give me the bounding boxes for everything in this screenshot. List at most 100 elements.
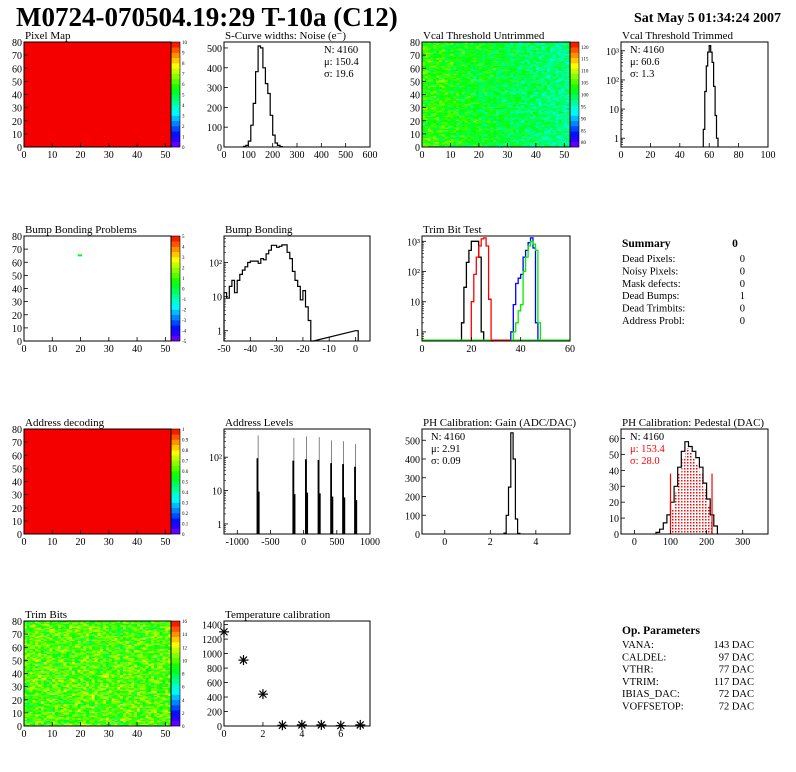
heatmap-cell <box>533 87 537 90</box>
heatmap-cell <box>493 137 497 140</box>
heatmap-cell <box>476 59 480 61</box>
heatmap-cell <box>24 714 28 716</box>
heatmap-cell <box>424 107 428 110</box>
color-scale-band <box>171 89 180 95</box>
heatmap-cell <box>473 85 477 87</box>
heatmap-cell <box>538 144 542 146</box>
heatmap-cell <box>447 48 451 51</box>
heatmap-cell <box>564 76 568 78</box>
heatmap-cell <box>513 106 517 108</box>
heatmap-cell <box>538 69 542 72</box>
heatmap-cell <box>518 87 522 90</box>
heatmap-cell <box>547 86 551 89</box>
heatmap-cell <box>567 102 571 104</box>
heatmap-cell <box>433 94 437 97</box>
heatmap-cell <box>510 126 514 128</box>
heatmap-cell <box>518 99 522 102</box>
heatmap-cell <box>521 129 525 132</box>
heatmap-cell <box>538 139 542 141</box>
heatmap-cell <box>501 105 505 107</box>
heatmap-cell <box>524 145 528 148</box>
heatmap-cell <box>427 52 431 55</box>
heatmap-cell <box>447 137 451 140</box>
heatmap-cell <box>501 144 505 146</box>
heatmap-cell <box>524 73 528 76</box>
heatmap-cell <box>461 70 465 73</box>
heatmap-cell <box>439 107 443 110</box>
heatmap-cell <box>473 99 477 102</box>
heatmap-cell <box>564 90 568 93</box>
heatmap-cell <box>564 112 568 115</box>
heatmap-cell <box>513 123 517 125</box>
heatmap-cell <box>459 53 463 56</box>
heatmap-cell <box>510 51 514 53</box>
heatmap-cell <box>467 111 471 114</box>
heatmap-cell <box>513 60 517 62</box>
heatmap-cell <box>555 133 559 136</box>
heatmap-cell <box>541 95 545 98</box>
heatmap-cell <box>453 123 457 125</box>
heatmap-cell <box>510 47 514 49</box>
heatmap-cell <box>530 102 534 104</box>
heatmap-cell <box>470 68 474 70</box>
heatmap-cell <box>24 697 28 699</box>
peak-side <box>292 460 295 535</box>
heatmap-cell <box>567 59 571 61</box>
heatmap-cell <box>504 131 508 133</box>
heatmap-cell <box>564 63 568 65</box>
heatmap-cell <box>533 118 537 120</box>
heatmap-cell <box>470 77 474 80</box>
heatmap-cell <box>518 101 522 103</box>
heatmap-cell <box>459 47 463 49</box>
heatmap-cell <box>450 45 454 48</box>
heatmap-cell <box>564 98 568 101</box>
heatmap-cell <box>487 120 491 123</box>
heatmap-cell <box>478 103 483 106</box>
heatmap-cell <box>567 97 571 99</box>
heatmap-cell <box>496 135 500 137</box>
heatmap-cell <box>456 48 460 51</box>
heatmap-cell <box>564 114 568 116</box>
heatmap-cell <box>461 119 465 122</box>
heatmap-cell <box>481 116 485 119</box>
heatmap-cell <box>447 68 451 70</box>
heatmap-cell <box>441 57 446 60</box>
heatmap-cell <box>538 60 542 62</box>
heatmap-cell <box>535 98 539 101</box>
heatmap-cell <box>436 108 440 111</box>
heatmap-cell <box>493 114 497 116</box>
heatmap-cell <box>484 122 488 124</box>
heatmap-cell <box>26 693 30 695</box>
heatmap-cell <box>501 52 505 55</box>
heatmap-cell <box>510 110 514 112</box>
heatmap-cell <box>430 122 434 124</box>
heatmap-cell <box>493 45 497 48</box>
heatmap-cell <box>441 144 446 146</box>
heatmap-cell <box>436 64 440 66</box>
heatmap-cell <box>507 85 511 87</box>
heatmap-cell <box>535 52 539 55</box>
heatmap-cell <box>533 49 537 52</box>
heatmap-cell <box>464 132 468 135</box>
heatmap-cell <box>552 95 557 98</box>
heatmap-cell <box>530 95 534 98</box>
y-tick-label: 70 <box>12 245 22 256</box>
heatmap-cell <box>436 105 440 107</box>
heatmap-cell <box>564 126 568 128</box>
heatmap-cell <box>515 136 520 139</box>
heatmap-cell <box>481 127 485 129</box>
heatmap-cell <box>473 119 477 122</box>
heatmap-cell <box>535 59 539 61</box>
heatmap-cell <box>524 60 528 62</box>
heatmap-cell <box>436 118 440 120</box>
heatmap-cell <box>561 107 565 110</box>
heatmap-cell <box>467 81 471 83</box>
heatmap-cell <box>481 48 485 51</box>
x-tick-label: 50 <box>559 150 569 161</box>
heatmap-cell <box>510 55 514 57</box>
heatmap-cell <box>439 141 443 144</box>
heatmap-cell <box>544 57 548 60</box>
heatmap-cell <box>427 141 431 144</box>
heatmap-cell <box>541 85 545 87</box>
heatmap-cell <box>478 69 483 72</box>
